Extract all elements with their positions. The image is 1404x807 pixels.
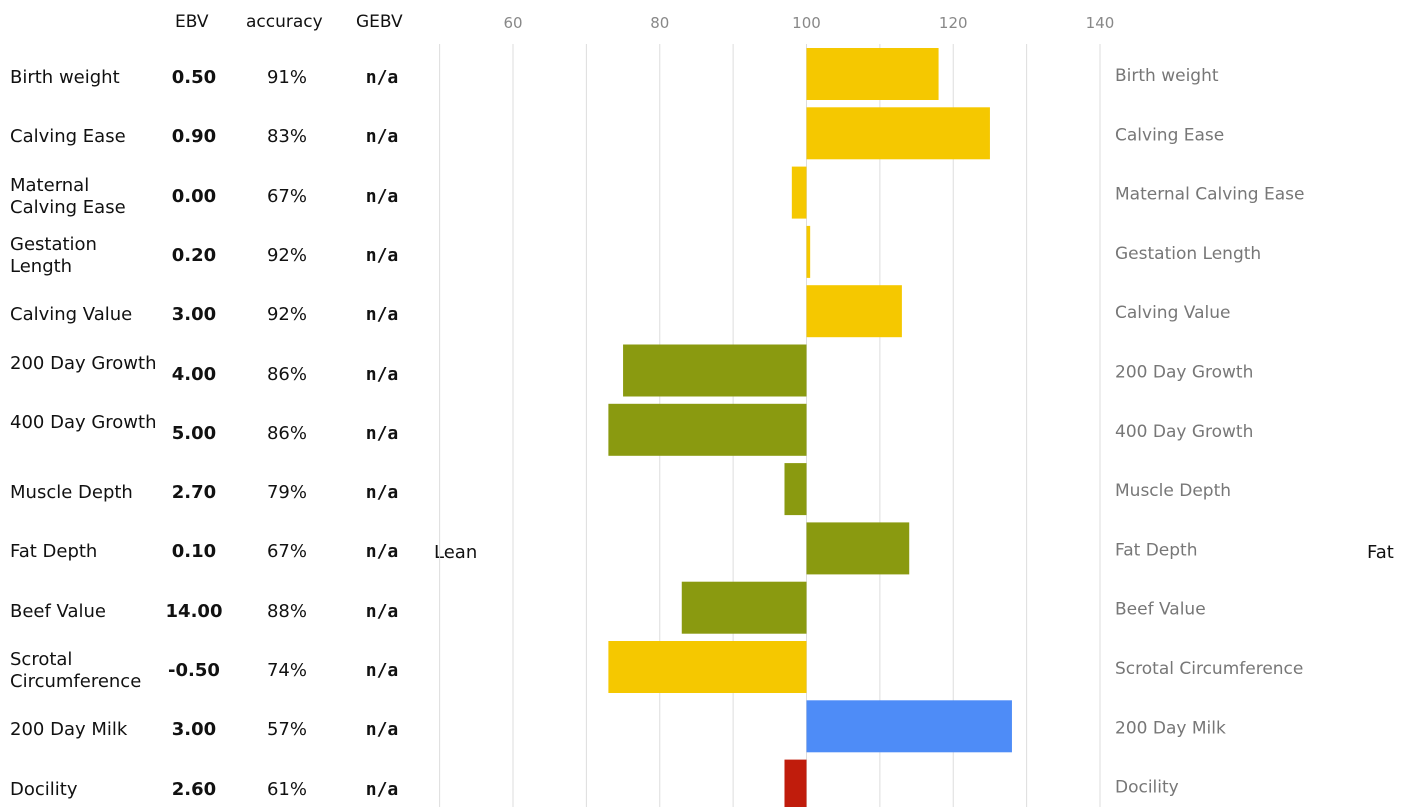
- ebv-value: 2.70: [171, 482, 217, 504]
- gebv-value: n/a: [365, 541, 399, 563]
- ebv-value: 0.10: [171, 541, 217, 563]
- trait-name: Calving Ease: [10, 126, 126, 148]
- trait-name: Docility: [10, 778, 78, 800]
- category-label: Fat Depth: [1115, 540, 1198, 560]
- ebv-value: 0.90: [171, 126, 217, 148]
- accuracy-value: 67%: [266, 185, 307, 207]
- ebv-value: 2.60: [171, 778, 217, 800]
- accuracy-value: 57%: [266, 719, 307, 741]
- trait-name: 400 Day Growth: [10, 411, 157, 433]
- accuracy-header: accuracy: [246, 12, 323, 32]
- bar: [608, 641, 807, 693]
- accuracy-value: 79%: [266, 482, 307, 504]
- trait-name: Birth weight: [10, 67, 120, 88]
- bar: [681, 581, 807, 634]
- category-label: 200 Day Growth: [1115, 363, 1253, 383]
- x-tick-label: 120: [939, 14, 968, 32]
- ebv-value: 14.00: [165, 600, 223, 622]
- accuracy-value: 88%: [266, 600, 307, 622]
- accuracy-value: 92%: [266, 244, 307, 266]
- bar: [806, 225, 811, 278]
- category-label: Birth weight: [1115, 66, 1219, 86]
- ebv-value: 4.00: [171, 363, 217, 385]
- accuracy-value: 91%: [266, 67, 307, 88]
- trait-name: Fat Depth: [10, 541, 98, 563]
- gebv-value: n/a: [365, 304, 399, 326]
- gebv-value: n/a: [365, 363, 399, 385]
- x-tick-label: 60: [503, 14, 522, 32]
- lean-label: Lean: [434, 542, 478, 563]
- accuracy-value: 61%: [266, 778, 307, 800]
- bar: [806, 48, 939, 100]
- bar: [791, 166, 807, 219]
- x-tick-label: 80: [650, 14, 669, 32]
- ebv-table: EBV accuracy GEBV Birth weight 0.50 91% n/a…: [0, 0, 430, 807]
- bar: [806, 700, 1012, 753]
- category-label: Maternal Calving Ease: [1115, 185, 1304, 205]
- trait-name: Calving Value: [10, 304, 133, 326]
- x-tick-label: 140: [1086, 14, 1115, 32]
- ebv-value: 0.20: [171, 244, 217, 266]
- ebv-value: 0.50: [171, 67, 217, 88]
- trait-name: Maternal Calving Ease: [10, 174, 126, 218]
- ebv-value: 3.00: [171, 719, 217, 741]
- trait-name: Beef Value: [10, 600, 106, 622]
- gebv-value: n/a: [365, 482, 399, 504]
- trait-name: 200 Day Growth: [10, 352, 157, 374]
- category-label: 200 Day Milk: [1115, 718, 1226, 738]
- category-label: Docility: [1115, 778, 1179, 798]
- accuracy-value: 92%: [266, 304, 307, 326]
- gebv-value: n/a: [365, 778, 399, 800]
- accuracy-value: 83%: [266, 126, 307, 148]
- bar: [784, 463, 807, 516]
- category-label: Beef Value: [1115, 600, 1206, 620]
- category-label: Scrotal Circumference: [1115, 659, 1303, 679]
- gebv-value: n/a: [365, 600, 399, 622]
- gebv-value: n/a: [365, 67, 399, 88]
- ebv-value: 5.00: [171, 422, 217, 444]
- accuracy-value: 67%: [266, 541, 307, 563]
- category-label: Calving Ease: [1115, 125, 1224, 145]
- category-label: Calving Value: [1115, 303, 1230, 323]
- category-label: Gestation Length: [1115, 244, 1261, 264]
- trait-name: Scrotal Circumference: [10, 649, 142, 692]
- trait-name: Gestation Length: [10, 233, 97, 277]
- bar: [806, 107, 990, 160]
- trait-name: Muscle Depth: [10, 482, 133, 504]
- ebv-value: -0.50: [168, 660, 220, 681]
- fat-label: Fat: [1367, 542, 1394, 563]
- bar: [623, 344, 807, 397]
- gebv-value: n/a: [365, 719, 399, 741]
- bar: [806, 522, 910, 575]
- bar: [784, 759, 807, 807]
- bar: [608, 403, 807, 456]
- ebv-value: 3.00: [171, 304, 217, 326]
- gebv-header: GEBV: [356, 12, 403, 32]
- accuracy-value: 86%: [266, 422, 307, 444]
- gebv-value: n/a: [365, 244, 399, 266]
- category-label: Muscle Depth: [1115, 481, 1231, 501]
- gebv-value: n/a: [365, 660, 399, 681]
- x-tick-label: 100: [792, 14, 821, 32]
- category-label: 400 Day Growth: [1115, 422, 1253, 442]
- ebv-header: EBV: [175, 12, 209, 32]
- accuracy-value: 74%: [266, 660, 307, 681]
- bar: [806, 285, 902, 338]
- ebv-value: 0.00: [171, 185, 217, 207]
- gebv-value: n/a: [365, 126, 399, 148]
- accuracy-value: 86%: [266, 363, 307, 385]
- gebv-value: n/a: [365, 422, 399, 444]
- gebv-value: n/a: [365, 185, 399, 207]
- trait-name: 200 Day Milk: [10, 719, 128, 741]
- ebv-bar-chart: 60 80 100 120 140 Birth weight Calving Ease Mat…: [439, 14, 1304, 807]
